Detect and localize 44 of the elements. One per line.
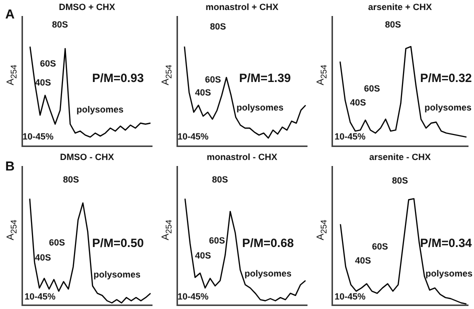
annotation: P/M=0.34 — [420, 236, 472, 250]
annotation: 10-45% — [22, 132, 54, 142]
annotation: 40S — [34, 252, 52, 262]
text: 80S — [392, 176, 408, 186]
annotation: polysomes — [76, 104, 124, 114]
annotation: polysomes — [236, 102, 284, 112]
annotation: polysomes — [424, 102, 472, 112]
annotation: 60S — [48, 238, 66, 248]
annotation: polysomes — [244, 268, 292, 278]
chart-title: arsenite - CHX — [369, 152, 431, 162]
annotation: 10-45% — [177, 132, 209, 142]
annotation: P/M=0.68 — [242, 236, 294, 250]
text: 80S — [62, 174, 80, 184]
annotation: P/M=0.50 — [92, 236, 144, 250]
annotation: 40S — [350, 98, 366, 108]
annotation: P/M=0.93 — [92, 71, 144, 85]
text: 80S — [384, 20, 402, 30]
annotation: 10-45% — [24, 292, 56, 302]
text: B — [5, 158, 15, 174]
annotation: 60S — [204, 74, 222, 84]
text: 80S — [52, 20, 68, 30]
text: 80S — [212, 174, 228, 184]
annotation: 60S — [40, 58, 56, 68]
annotation: P/M=0.32 — [420, 71, 472, 85]
annotation: 10-45% — [334, 132, 366, 142]
annotation: 60S — [372, 242, 388, 252]
annotation: 40S — [194, 88, 212, 98]
annotation: 10-45% — [177, 292, 209, 302]
annotation: 10-45% — [334, 292, 366, 302]
text: A — [5, 6, 15, 22]
text: 80S — [210, 22, 226, 32]
chart-title: monastrol - CHX — [206, 152, 278, 162]
annotation: P/M=1.39 — [239, 71, 291, 85]
annotation: 60S — [364, 84, 380, 94]
annotation: 40S — [34, 78, 52, 88]
chart-title: DMSO - CHX — [60, 152, 114, 162]
annotation: polysomes — [93, 270, 141, 280]
annotation: 60S — [208, 236, 226, 246]
annotation: polysomes — [425, 268, 473, 278]
annotation: 40S — [194, 250, 212, 260]
chart-title: arsenite + CHX — [368, 2, 432, 12]
chart-title: monastrol + CHX — [206, 2, 278, 12]
chart-title: DMSO + CHX — [58, 2, 116, 12]
annotation: 40S — [354, 256, 372, 266]
